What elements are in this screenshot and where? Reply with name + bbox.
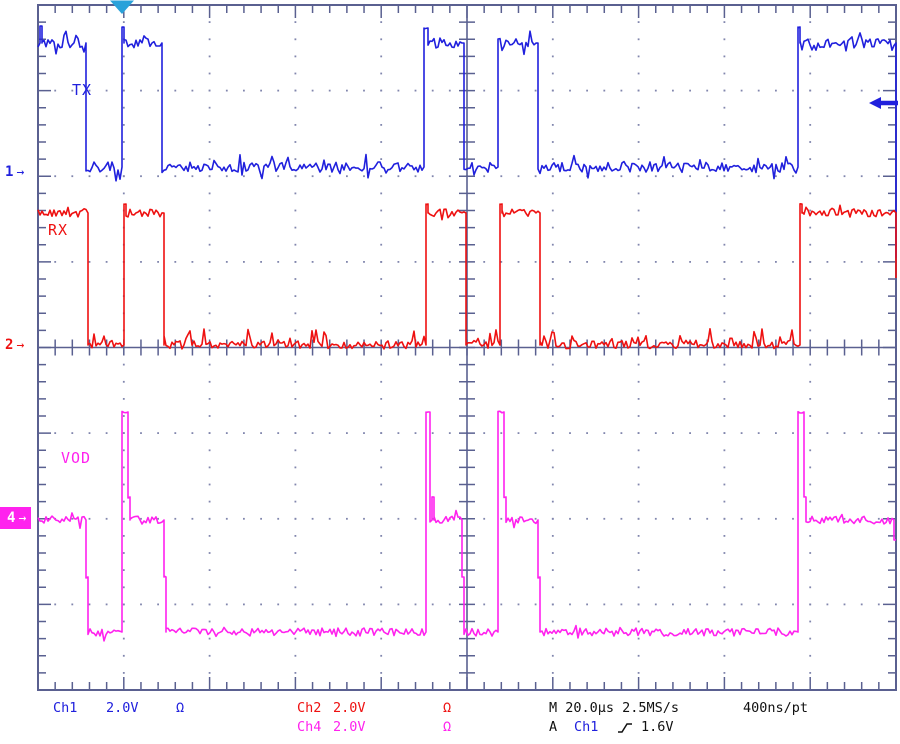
trace-rx	[37, 203, 897, 350]
ch1-readout-name: Ch1	[53, 700, 78, 716]
trace-label-rx: RX	[48, 221, 69, 239]
right-arrow-icon: →	[16, 337, 25, 353]
channel-1-digit: 1	[5, 164, 14, 180]
channel-2-ground-marker: 2 →	[5, 338, 24, 352]
timebase-readout: M 20.0µs 2.5MS/s	[549, 700, 680, 716]
ch1-readout-coupling: Ω	[176, 700, 185, 716]
ch2-readout-scale: 2.0V	[333, 700, 366, 716]
trace-vod	[37, 410, 896, 642]
trace-label-tx: TX	[72, 81, 93, 99]
rising-slope-icon	[618, 723, 632, 733]
ch4-readout-scale: 2.0V	[333, 719, 366, 735]
trigger-level-arrow-icon	[869, 97, 898, 109]
trigger-level-readout: 1.6V	[641, 719, 674, 735]
ch4-readout-name: Ch4	[297, 719, 322, 735]
ch1-readout-scale: 2.0V	[106, 700, 139, 716]
sample-rate-readout: 400ns/pt	[743, 700, 809, 716]
right-arrow-icon: →	[16, 164, 25, 180]
trigger-source-label: Ch1	[574, 719, 599, 735]
trigger-mode-label: A	[549, 719, 558, 735]
channel-4-ground-marker-selected: 4 →	[0, 507, 32, 529]
trace-tx	[37, 25, 897, 258]
right-arrow-icon: →	[18, 510, 27, 526]
trace-label-vod: VOD	[61, 449, 92, 467]
channel-2-digit: 2	[5, 337, 14, 353]
ch4-readout-coupling: Ω	[443, 719, 452, 735]
ch2-readout-coupling: Ω	[443, 700, 452, 716]
trigger-position-icon	[110, 0, 134, 14]
ch2-readout-name: Ch2	[297, 700, 322, 716]
channel-1-ground-marker: 1 →	[5, 165, 24, 179]
channel-4-digit: 4	[7, 510, 16, 526]
